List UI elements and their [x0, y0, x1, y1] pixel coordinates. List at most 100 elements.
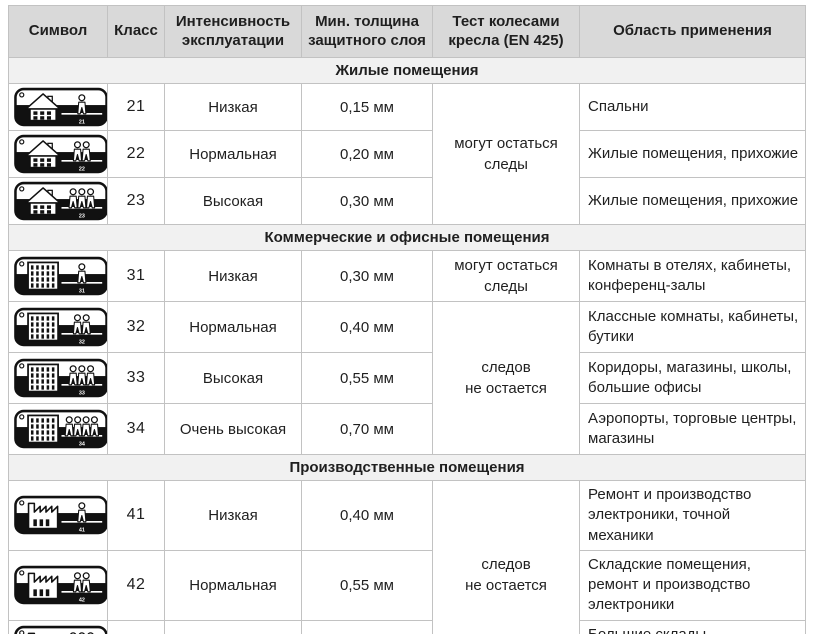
section-title: Жилые помещения: [8, 57, 806, 84]
intensity-cell: Нормальная: [164, 549, 302, 621]
symbol-cell: 43: [8, 619, 108, 634]
application-cell: Жилые помещения, прихожие: [579, 130, 806, 178]
intensity-cell: Высокая: [164, 352, 302, 404]
thickness-cell: 0,55 мм: [301, 352, 433, 404]
class-row-32: 32 32 Нормальная 0,40 мм следов не остается К…: [8, 301, 806, 455]
class-cell: 43: [107, 619, 165, 634]
class-cell: 41: [107, 480, 165, 551]
thickness-cell: 0,30 мм: [301, 250, 433, 302]
application-cell: Большие склады, производственные цеха: [579, 619, 806, 634]
table-body: Жилые помещения 21 21 Низкая 0,15 мм могут ос…: [8, 57, 806, 634]
thickness-cell: 0,40 мм: [301, 301, 433, 353]
symbol-cell: 41: [8, 480, 108, 551]
factory-1-person-icon: 41: [14, 495, 107, 535]
symbol-cell: 23: [8, 177, 108, 225]
class-cell: 33: [107, 352, 165, 404]
svg-text:32: 32: [79, 339, 85, 345]
factory-3-people-icon: 43: [14, 625, 107, 634]
class-cell: 31: [107, 250, 165, 302]
class-row-23: 23 23 Высокая 0,30 мм Жилые помещения, прихо…: [8, 177, 806, 225]
application-cell: Ремонт и производство электроники, точно…: [579, 480, 806, 551]
office-1-person-icon: 31: [14, 256, 107, 296]
thickness-cell: 0,70 мм: [301, 619, 433, 634]
svg-text:42: 42: [79, 597, 85, 603]
class-cell: 22: [107, 130, 165, 178]
chair-test-cell: могут остаться следы: [432, 83, 580, 225]
intensity-cell: Низкая: [164, 83, 302, 131]
svg-text:23: 23: [79, 213, 85, 219]
class-row-41: 41 41 Низкая 0,40 мм следов не остается Ремон…: [8, 480, 806, 634]
header-cell-3: Мин. толщина защитного слоя: [301, 5, 433, 58]
intensity-cell: Высокая: [164, 619, 302, 634]
symbol-cell: 32: [8, 301, 108, 353]
chair-test-cell: следов не остается: [432, 480, 580, 634]
class-row-42: 42 42 Нормальная 0,55 мм Складские помещения…: [8, 549, 806, 621]
factory-2-people-icon: 42: [14, 565, 107, 605]
class-row-21: 21 21 Низкая 0,15 мм могут остаться следы Спа…: [8, 83, 806, 225]
house-1-person-icon: 21: [14, 87, 107, 127]
svg-text:22: 22: [79, 166, 85, 172]
class-row-31: 31 31 Низкая 0,30 мм могут остаться следы Ком…: [8, 250, 806, 302]
svg-text:31: 31: [79, 288, 85, 294]
intensity-cell: Низкая: [164, 480, 302, 551]
thickness-cell: 0,40 мм: [301, 480, 433, 551]
house-3-people-icon: 23: [14, 181, 107, 221]
class-cell: 32: [107, 301, 165, 353]
section-row: Производственные помещения: [8, 454, 806, 481]
thickness-cell: 0,20 мм: [301, 130, 433, 178]
section-title: Производственные помещения: [8, 454, 806, 481]
symbol-cell: 34: [8, 403, 108, 455]
table-header: Символ Класс Интенсивность эксплуатации Мин…: [8, 5, 806, 58]
application-cell: Коридоры, магазины, школы, большие офисы: [579, 352, 806, 404]
thickness-cell: 0,55 мм: [301, 549, 433, 621]
symbol-cell: 22: [8, 130, 108, 178]
thickness-cell: 0,70 мм: [301, 403, 433, 455]
svg-text:34: 34: [79, 441, 85, 447]
application-cell: Классные комнаты, кабинеты, бутики: [579, 301, 806, 353]
header-cell-1: Класс: [107, 5, 165, 58]
class-row-22: 22 22 Нормальная 0,20 мм Жилые помещения, пр…: [8, 130, 806, 178]
flooring-wear-class-table: Символ Класс Интенсивность эксплуатации Мин…: [8, 5, 806, 634]
header-cell-4: Тест колесами кресла (EN 425): [432, 5, 580, 58]
intensity-cell: Высокая: [164, 177, 302, 225]
symbol-cell: 21: [8, 83, 108, 131]
intensity-cell: Нормальная: [164, 130, 302, 178]
symbol-cell: 42: [8, 549, 108, 621]
chair-test-cell: следов не остается: [432, 301, 580, 455]
office-3-people-icon: 33: [14, 358, 107, 398]
class-row-33: 33 33 Высокая 0,55 мм Коридоры, магазины, шк…: [8, 352, 806, 404]
application-cell: Спальни: [579, 83, 806, 131]
intensity-cell: Низкая: [164, 250, 302, 302]
intensity-cell: Очень высокая: [164, 403, 302, 455]
header-cell-0: Символ: [8, 5, 108, 58]
header-row: Символ Класс Интенсивность эксплуатации Мин…: [8, 5, 806, 58]
header-cell-5: Область применения: [579, 5, 806, 58]
thickness-cell: 0,30 мм: [301, 177, 433, 225]
application-cell: Аэропорты, торговые центры, магазины: [579, 403, 806, 455]
section-row: Жилые помещения: [8, 57, 806, 84]
application-cell: Жилые помещения, прихожие: [579, 177, 806, 225]
application-cell: Комнаты в отелях, кабинеты, конференц-за…: [579, 250, 806, 302]
symbol-cell: 33: [8, 352, 108, 404]
section-row: Коммерческие и офисные помещения: [8, 224, 806, 251]
class-cell: 21: [107, 83, 165, 131]
chair-test-cell: могут остаться следы: [432, 250, 580, 302]
thickness-cell: 0,15 мм: [301, 83, 433, 131]
house-2-people-icon: 22: [14, 134, 107, 174]
office-2-people-icon: 32: [14, 307, 107, 347]
svg-text:41: 41: [79, 528, 85, 534]
section-title: Коммерческие и офисные помещения: [8, 224, 806, 251]
class-row-34: 34 34 Очень высокая 0,70 мм Аэропорты, торго…: [8, 403, 806, 455]
svg-text:33: 33: [79, 390, 85, 396]
class-cell: 42: [107, 549, 165, 621]
svg-text:21: 21: [79, 119, 85, 125]
intensity-cell: Нормальная: [164, 301, 302, 353]
symbol-cell: 31: [8, 250, 108, 302]
header-cell-2: Интенсивность эксплуатации: [164, 5, 302, 58]
class-row-43: 4343Высокая0,70 ммБольшие склады, произв…: [8, 619, 806, 634]
class-cell: 23: [107, 177, 165, 225]
office-4-people-icon: 34: [14, 409, 107, 449]
application-cell: Складские помещения, ремонт и производст…: [579, 549, 806, 621]
class-cell: 34: [107, 403, 165, 455]
